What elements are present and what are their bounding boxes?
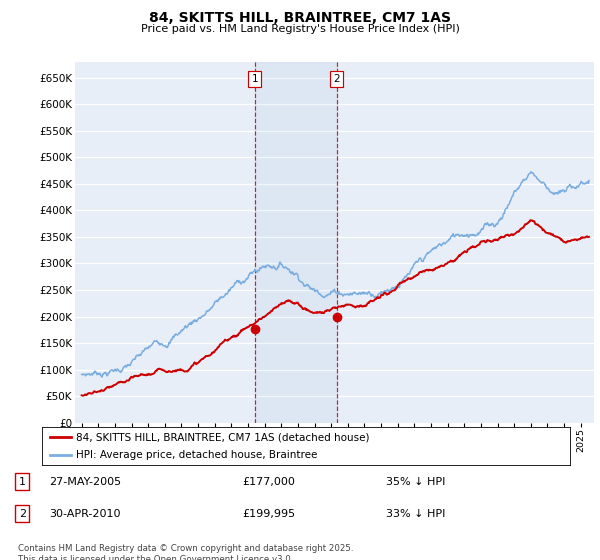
Text: £177,000: £177,000 [242,477,295,487]
Text: Contains HM Land Registry data © Crown copyright and database right 2025.
This d: Contains HM Land Registry data © Crown c… [18,544,353,560]
Text: HPI: Average price, detached house, Braintree: HPI: Average price, detached house, Brai… [76,450,317,460]
Text: £199,995: £199,995 [242,509,296,519]
Text: 2: 2 [19,509,26,519]
Text: 84, SKITTS HILL, BRAINTREE, CM7 1AS: 84, SKITTS HILL, BRAINTREE, CM7 1AS [149,11,451,25]
Text: 1: 1 [251,73,258,83]
Bar [254,62,337,423]
Text: 1: 1 [19,477,26,487]
Text: 33% ↓ HPI: 33% ↓ HPI [386,509,446,519]
Text: 27-MAY-2005: 27-MAY-2005 [49,477,122,487]
Text: Price paid vs. HM Land Registry's House Price Index (HPI): Price paid vs. HM Land Registry's House … [140,24,460,34]
Text: 30-APR-2010: 30-APR-2010 [49,509,121,519]
Text: 35% ↓ HPI: 35% ↓ HPI [386,477,446,487]
Text: 84, SKITTS HILL, BRAINTREE, CM7 1AS (detached house): 84, SKITTS HILL, BRAINTREE, CM7 1AS (det… [76,432,370,442]
Text: 2: 2 [334,73,340,83]
